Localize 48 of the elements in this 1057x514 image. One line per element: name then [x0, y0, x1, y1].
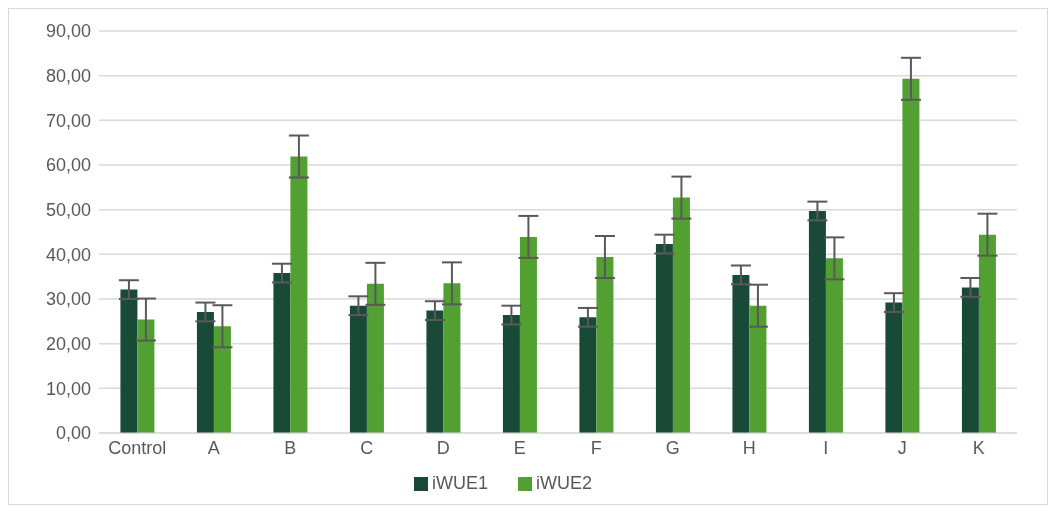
y-tick-label: 20,00: [45, 334, 91, 355]
x-tick-label: D: [436, 437, 450, 458]
x-tick-label: J: [897, 437, 907, 458]
bar: [213, 326, 231, 433]
bar: [502, 315, 520, 433]
bar: [137, 319, 155, 433]
y-tick-label: 10,00: [45, 378, 91, 399]
bar: [749, 305, 767, 433]
bar: [885, 302, 903, 433]
bar: [196, 311, 214, 433]
legend-label: iWUE2: [536, 473, 593, 493]
bar: [672, 197, 690, 433]
x-tick-label: Control: [108, 437, 167, 458]
bar: [519, 236, 537, 433]
bar: [808, 211, 826, 433]
y-tick-label: 70,00: [45, 110, 91, 131]
y-tick-label: 30,00: [45, 289, 91, 310]
bar: [961, 287, 979, 433]
bar: [120, 289, 138, 433]
x-tick-label: F: [590, 437, 602, 458]
y-tick-label: 50,00: [45, 200, 91, 221]
x-tick-label: H: [742, 437, 756, 458]
x-tick-label: I: [823, 437, 829, 458]
legend-label: iWUE1: [431, 473, 488, 493]
bar: [596, 257, 614, 433]
bar: [825, 258, 843, 433]
bar: [290, 156, 308, 433]
bar: [273, 273, 291, 433]
x-tick-label: G: [665, 437, 680, 458]
bar: [579, 317, 597, 433]
bar: [366, 283, 384, 433]
bar: [349, 305, 367, 433]
bar: [426, 310, 444, 433]
bar: [443, 283, 461, 433]
bar: [655, 244, 673, 433]
x-tick-label: E: [513, 437, 526, 458]
bar: [732, 274, 750, 433]
y-tick-label: 40,00: [45, 244, 91, 265]
x-tick-label: K: [972, 437, 985, 458]
y-tick-label: 60,00: [45, 155, 91, 176]
bar: [902, 78, 920, 433]
x-tick-label: A: [207, 437, 220, 458]
y-tick-label: 0,00: [55, 423, 91, 444]
bar: [978, 234, 996, 433]
x-tick-label: B: [284, 437, 297, 458]
x-tick-label: C: [360, 437, 374, 458]
y-tick-label: 90,00: [45, 21, 91, 42]
y-tick-label: 80,00: [45, 66, 91, 87]
